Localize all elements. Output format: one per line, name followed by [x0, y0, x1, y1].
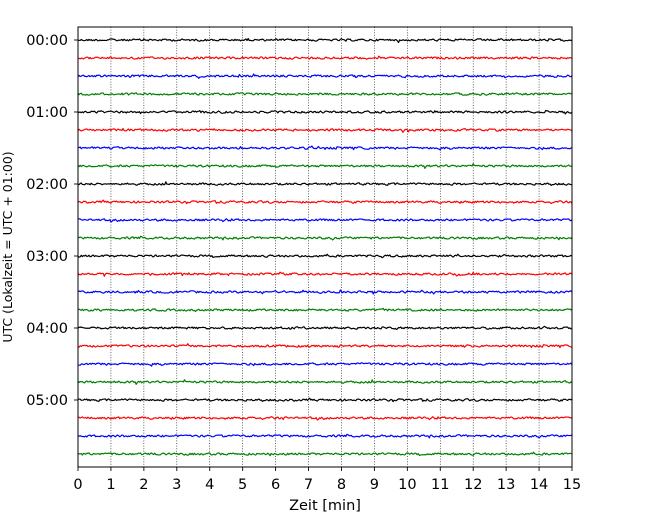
trace-03-00 — [77, 253, 573, 259]
trace-02-00 — [77, 181, 573, 186]
trace-02-45 — [77, 235, 573, 241]
y-tick-label: 05:00 — [26, 393, 68, 409]
trace-00-45 — [77, 92, 573, 96]
trace-04-00 — [77, 325, 573, 331]
x-tick-label: 13 — [497, 477, 515, 493]
trace-02-30 — [77, 218, 573, 223]
trace-02-15 — [77, 199, 573, 205]
x-tick-label: 5 — [238, 477, 247, 493]
x-tick-label: 11 — [431, 477, 449, 493]
trace-00-15 — [77, 55, 573, 60]
x-tick-label: 14 — [530, 477, 548, 493]
x-tick-label: 0 — [73, 477, 82, 493]
trace-05-45 — [77, 451, 573, 457]
y-tick-label: 00:00 — [26, 33, 68, 49]
trace-04-45 — [77, 379, 573, 385]
trace-01-45 — [77, 163, 573, 169]
x-tick-label: 12 — [464, 477, 482, 493]
x-tick-label: 15 — [563, 477, 581, 493]
y-tick-label: 02:00 — [26, 177, 68, 193]
trace-05-30 — [77, 433, 573, 439]
x-tick-label: 2 — [139, 477, 148, 493]
traces-layer — [77, 37, 573, 457]
trace-05-00 — [77, 397, 573, 403]
trace-01-00 — [77, 109, 573, 115]
x-axis-label: Zeit [min] — [289, 498, 361, 514]
x-tick-label: 1 — [106, 477, 115, 493]
trace-04-15 — [77, 343, 573, 349]
trace-04-30 — [77, 362, 573, 367]
y-axis-ticks: 00:00 01:00 02:00 03:00 04:00 05:00 — [26, 33, 78, 409]
trace-00-00 — [77, 37, 573, 44]
x-tick-label: 7 — [304, 477, 313, 493]
y-tick-label: 01:00 — [26, 105, 68, 121]
grid-layer — [110, 27, 540, 467]
trace-00-30 — [77, 73, 573, 79]
plot-frame — [77, 26, 573, 468]
y-axis-label: UTC (Lokalzeit = UTC + 01:00) — [0, 151, 15, 342]
x-tick-label: 10 — [398, 477, 416, 493]
trace-01-30 — [78, 145, 573, 151]
x-tick-label: 4 — [205, 477, 214, 493]
trace-03-30 — [77, 289, 573, 295]
trace-05-15 — [77, 416, 573, 421]
x-tick-label: 9 — [370, 477, 379, 493]
y-tick-label: 03:00 — [26, 249, 68, 265]
y-tick-label: 04:00 — [26, 321, 68, 337]
trace-01-15 — [77, 127, 573, 133]
x-tick-label: 3 — [172, 477, 181, 493]
trace-03-15 — [77, 271, 573, 277]
x-tick-label: 8 — [337, 477, 346, 493]
x-axis-ticks: 0 1 2 3 4 5 6 7 8 9 10 11 12 13 14 15 — [73, 467, 581, 493]
x-tick-label: 6 — [271, 477, 280, 493]
trace-03-45 — [77, 307, 573, 313]
